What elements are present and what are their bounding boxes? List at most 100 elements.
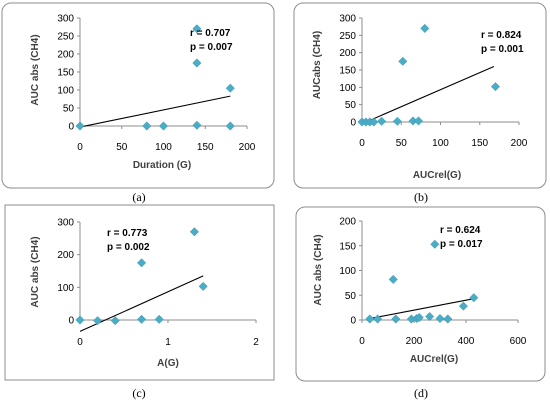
- panel-b-point: [413, 116, 424, 126]
- panel-b-y-label: AUCabs (CH4): [312, 31, 323, 99]
- panel-d-x-tick-label: 400: [458, 336, 475, 347]
- panel-b: 0 50 100 150 200 250 300 0 50 100 150 200 r = 0.82…: [293, 2, 547, 204]
- panel-b-x-tick-label: 0: [359, 138, 365, 149]
- panel-a-y-tick-label: 100: [57, 86, 74, 97]
- panel-c-frame: [4, 204, 275, 381]
- panel-b-point: [420, 23, 430, 33]
- panel-d-y-tick-label: 100: [339, 266, 356, 277]
- panel-d-point: [443, 314, 453, 324]
- panel-b-point: [490, 82, 501, 92]
- panel-c-points: [75, 227, 208, 326]
- panel-d-point: [435, 313, 445, 324]
- panel-d-point: [458, 301, 468, 311]
- panel-a-y-tick-label: 0: [68, 122, 74, 133]
- panel-a: 0 50 100 150 200 250 300 0 50 100 150 200 r = 0.70…: [1, 2, 275, 204]
- panel-a-point: [225, 83, 235, 93]
- panel-d-points: [365, 239, 479, 324]
- panel-c-y-tick-label: 100: [57, 283, 74, 294]
- panel-a-frame: [1, 2, 275, 189]
- panel-b-trendline: [361, 66, 495, 125]
- panel-b-point: [369, 117, 379, 127]
- panel-a-p-value: p = 0.007: [190, 42, 233, 53]
- panel-d-y-tick-label: 0: [350, 316, 356, 327]
- panel-c-y-tick-label: 300: [57, 218, 74, 229]
- panel-a-point: [142, 121, 152, 131]
- panel-c-point: [154, 314, 164, 324]
- panel-a-point: [192, 24, 202, 34]
- panel-d-point: [373, 314, 383, 324]
- panel-a-point: [158, 121, 169, 131]
- panel-d-point: [414, 312, 424, 323]
- panel-a-point: [192, 58, 202, 68]
- panel-d-p-value: p = 0.017: [440, 239, 483, 250]
- panel-c-x-label: A(G): [157, 358, 179, 369]
- panel-c-r-value: r = 0.773: [107, 228, 148, 239]
- panel-c-y-label: AUC abs (CH4): [30, 236, 41, 307]
- panel-c-x-tick-label: 1: [165, 337, 171, 348]
- panel-a-point: [225, 121, 235, 131]
- panel-c-y-tick-label: 200: [57, 250, 74, 261]
- panel-d-frame: [295, 206, 546, 382]
- panel-d-x-tick-label: 200: [406, 336, 423, 347]
- panel-c-point: [93, 316, 103, 326]
- panel-d-point: [425, 311, 435, 322]
- panel-a-y-tick-label: 300: [57, 14, 74, 25]
- panel-a-x-tick-label: 200: [239, 142, 256, 153]
- panel-b-points: [357, 23, 501, 127]
- panel-a-x-tick-label: 100: [155, 142, 172, 153]
- panel-d-caption: (d): [414, 386, 428, 400]
- panel-b-x-label: AUCrel(G): [413, 170, 461, 181]
- panel-a-y-tick-label: 200: [57, 50, 74, 61]
- panel-c-caption: (c): [132, 386, 145, 400]
- panel-b-point: [398, 56, 408, 66]
- panel-c-point: [110, 316, 120, 326]
- panel-b-point: [392, 116, 402, 126]
- panel-d: 0 50 100 150 200 0 200 400 600 r = 0.624 p = 0.…: [295, 206, 546, 400]
- panel-b-y-tick-label: 250: [339, 31, 356, 42]
- panel-a-caption: (a): [132, 190, 145, 204]
- panel-a-r-value: r = 0.707: [190, 28, 231, 39]
- panel-b-x-tick-label: 200: [511, 138, 528, 149]
- panel-c-point: [198, 281, 208, 291]
- panel-b-p-value: p = 0.001: [481, 44, 524, 55]
- panel-d-x-label: AUCrel(G): [410, 354, 458, 365]
- panel-a-point: [75, 121, 85, 131]
- panel-b-x-tick-label: 150: [471, 138, 488, 149]
- panel-c-point: [137, 258, 147, 268]
- panel-d-point: [365, 314, 375, 324]
- panel-d-y-tick-label: 50: [345, 291, 357, 302]
- panel-d-y-tick-label: 150: [339, 241, 356, 252]
- panel-b-y-tick-label: 0: [350, 118, 356, 129]
- panel-c-point: [75, 315, 85, 325]
- panel-b-x-tick-label: 100: [432, 138, 449, 149]
- panel-a-y-tick-label: 50: [63, 104, 75, 115]
- panel-b-y-tick-label: 100: [339, 83, 356, 94]
- panel-d-point: [391, 314, 401, 324]
- panel-c-y-tick-label: 0: [68, 316, 74, 327]
- panel-a-x-tick-label: 0: [77, 142, 83, 153]
- panel-d-x-tick-label: 600: [510, 336, 527, 347]
- panel-a-y-tick-label: 150: [57, 68, 74, 79]
- panel-b-point: [377, 116, 387, 126]
- panel-c-point: [189, 227, 199, 237]
- panel-b-x-tick-label: 50: [396, 138, 408, 149]
- panel-d-x-tick-label: 0: [359, 336, 365, 347]
- panel-b-y-tick-label: 300: [339, 14, 356, 25]
- panel-b-frame: [293, 2, 547, 189]
- panel-a-x-label: Duration (G): [133, 160, 191, 171]
- panel-b-r-value: r = 0.824: [481, 30, 522, 41]
- panel-d-point: [388, 274, 398, 284]
- panel-b-caption: (b): [414, 190, 428, 204]
- panel-d-point: [469, 293, 479, 303]
- panel-d-y-label: AUC abs (CH4): [313, 234, 324, 305]
- panel-a-points: [75, 24, 235, 131]
- panel-a-x-tick-label: 150: [197, 142, 214, 153]
- panel-a-x-tick-label: 50: [116, 142, 128, 153]
- panel-b-y-tick-label: 150: [339, 66, 356, 77]
- panel-d-point: [430, 239, 440, 249]
- panel-a-trendline: [79, 95, 231, 128]
- panel-a-y-tick-label: 250: [57, 32, 74, 43]
- panel-c-point: [137, 314, 147, 324]
